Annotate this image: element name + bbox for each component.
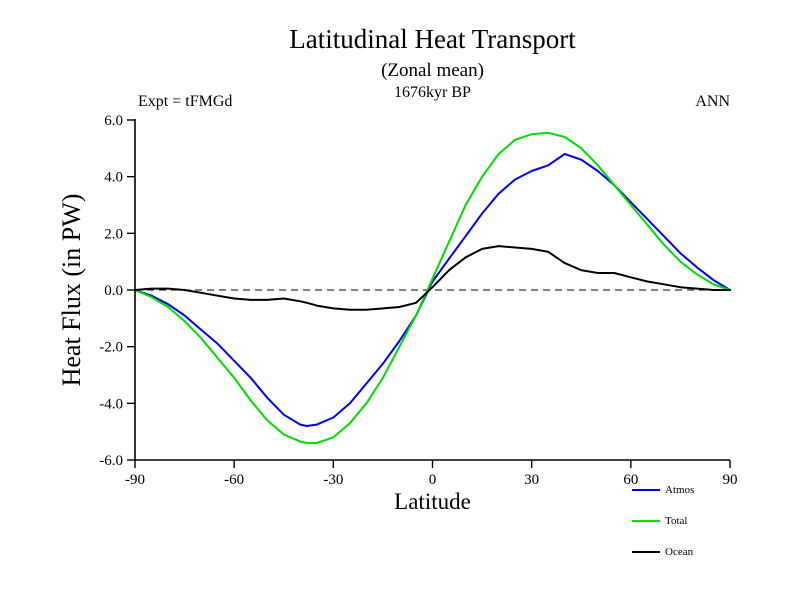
legend-item-atmos: Atmos xyxy=(632,484,772,496)
x-tick-label: -60 xyxy=(224,472,244,488)
y-tick-label: -2.0 xyxy=(99,340,123,356)
y-tick-label: 2.0 xyxy=(104,226,123,242)
legend-item-total: Total xyxy=(632,515,772,527)
x-tick-label: 60 xyxy=(623,472,638,488)
atmos-line-swatch xyxy=(632,489,660,491)
y-tick-label: 0.0 xyxy=(104,283,123,299)
x-tick-label: -90 xyxy=(125,472,145,488)
y-tick-label: -4.0 xyxy=(99,396,123,412)
legend: Atmos Total Ocean xyxy=(632,484,772,577)
season-label: ANN xyxy=(695,93,730,110)
y-tick-label: 6.0 xyxy=(104,113,123,129)
x-tick-label: 30 xyxy=(524,472,539,488)
ocean-line xyxy=(134,245,731,311)
x-tick-label: -30 xyxy=(323,472,343,488)
y-axis-title: Heat Flux (in PW) xyxy=(57,193,86,387)
x-axis-title: Latitude xyxy=(394,489,471,514)
ocean-line-swatch xyxy=(632,551,660,553)
chart-title: Latitudinal Heat Transport xyxy=(289,24,576,54)
total-line-swatch xyxy=(632,520,660,522)
y-tick-label: 4.0 xyxy=(104,170,123,186)
x-tick-label: 90 xyxy=(723,472,738,488)
legend-label-total: Total xyxy=(665,514,688,527)
chart-subtitle: (Zonal mean) xyxy=(381,60,484,81)
legend-label-atmos: Atmos xyxy=(665,483,695,496)
x-tick-label: 0 xyxy=(429,472,437,488)
total-line xyxy=(134,131,731,444)
legend-label-ocean: Ocean xyxy=(665,545,694,558)
legend-item-ocean: Ocean xyxy=(632,546,772,558)
y-tick-label: -6.0 xyxy=(99,453,123,469)
experiment-label: Expt = tFMGd xyxy=(138,93,233,110)
time-label: 1676kyr BP xyxy=(394,84,471,101)
